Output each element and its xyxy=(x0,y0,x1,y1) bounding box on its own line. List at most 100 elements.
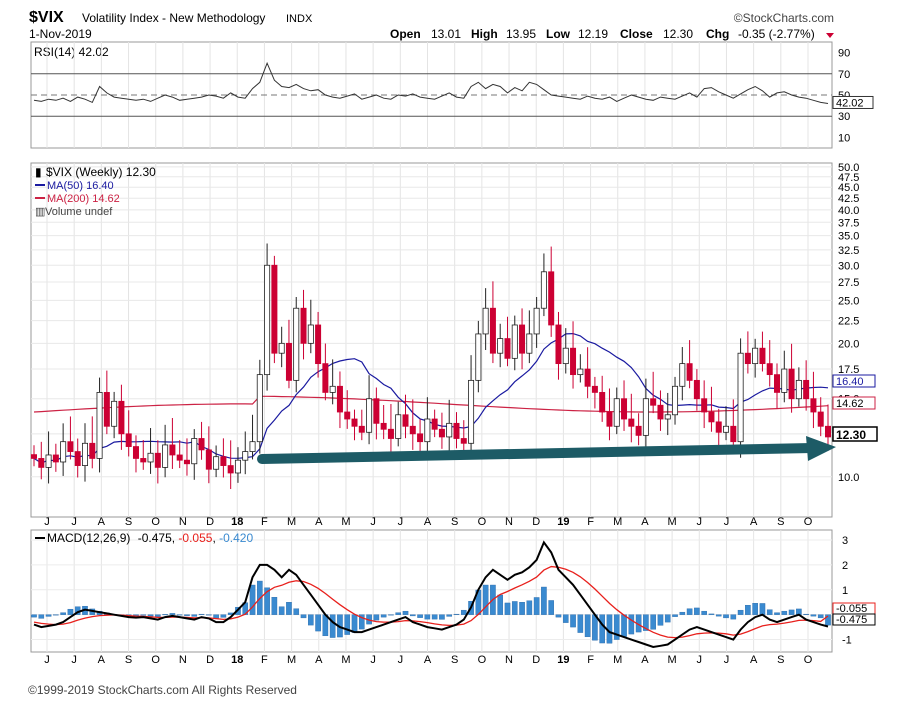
candle xyxy=(336,385,343,413)
macd-xlabel: D xyxy=(532,654,540,666)
chg-label: Chg xyxy=(706,27,729,41)
candle xyxy=(111,400,118,427)
candle xyxy=(169,444,176,456)
volume-icon: ▥ xyxy=(35,206,45,218)
macd-xlabel: M xyxy=(668,654,677,666)
macd-hist-bar xyxy=(781,610,788,615)
quote-date: 1-Nov-2019 xyxy=(29,27,92,41)
candle xyxy=(606,411,613,427)
candle xyxy=(322,363,329,393)
ma50-line xyxy=(33,332,829,464)
candle xyxy=(118,400,125,435)
price-tick-label: 22.5 xyxy=(838,316,859,328)
macd-tick-label: 2 xyxy=(842,560,848,572)
macd-hist-bar xyxy=(533,597,540,615)
price-xlabel: 18 xyxy=(231,516,243,528)
candle xyxy=(351,418,358,427)
candle xyxy=(489,307,496,354)
candle xyxy=(424,418,431,443)
macd-hist-bar xyxy=(752,603,758,615)
price-xlabel: D xyxy=(532,516,540,528)
price-xlabel: J xyxy=(398,516,404,528)
candle xyxy=(635,425,642,436)
candle xyxy=(387,428,394,439)
macd-hist-bar xyxy=(424,614,431,620)
ma200-legend-label: MA(200) 14.62 xyxy=(47,193,120,205)
candle xyxy=(60,441,67,463)
candle xyxy=(409,425,416,435)
candle xyxy=(599,392,606,413)
candle xyxy=(577,368,584,376)
price-xlabel: A xyxy=(750,516,758,528)
candle xyxy=(140,458,147,463)
candle xyxy=(650,398,657,406)
candle xyxy=(52,454,59,463)
candle xyxy=(285,342,292,381)
macd-xlabel: J xyxy=(71,654,77,666)
price-xlabel: A xyxy=(424,516,432,528)
macd-hist-bar xyxy=(686,608,693,615)
candle xyxy=(45,454,52,468)
macd-hist-bar xyxy=(169,613,176,615)
price-xlabel: D xyxy=(206,516,214,528)
price-panel: 50.047.545.042.540.037.5 35.0 32.5 30.0 27.5… xyxy=(30,162,878,528)
low-value: 12.19 xyxy=(578,27,608,41)
macd-hist-bar xyxy=(788,609,795,615)
macd-frame xyxy=(30,529,833,653)
candle xyxy=(453,422,460,439)
rsi-tick-label: 10 xyxy=(838,132,850,144)
macd-tags: -0.055 -0.475 xyxy=(832,602,876,626)
ma50-tag: 16.40 xyxy=(836,376,864,388)
candle xyxy=(584,368,591,387)
price-xlabel: M xyxy=(668,516,677,528)
macd-hist-bar xyxy=(453,613,460,615)
candle-icon: ▮ xyxy=(35,165,42,179)
candle xyxy=(511,324,518,359)
macd-hist-bar xyxy=(380,614,387,618)
price-tags: 16.40 14.62 12.30 xyxy=(832,374,878,442)
candle xyxy=(96,392,103,459)
macd-hist-bar xyxy=(482,584,489,615)
macd-hist-bar xyxy=(293,608,300,615)
signal-legend-value: -0.055 xyxy=(178,531,212,545)
hist-legend-value: -0.420 xyxy=(219,531,253,545)
macd-hist-bar xyxy=(548,600,554,615)
exchange: INDX xyxy=(286,13,313,25)
ma50-tag-box xyxy=(832,374,876,388)
candle xyxy=(715,421,722,433)
candle xyxy=(438,428,445,438)
macd-legend-text: MACD(12,26,9) -0.475, -0.055, -0.420 xyxy=(47,531,253,545)
candle xyxy=(38,458,45,468)
stockcharts-logo: ©StockCharts.com xyxy=(734,11,834,25)
price-xlabel: 19 xyxy=(557,516,569,528)
macd-legend-value: -0.475 xyxy=(138,531,172,545)
macd-xlabel: S xyxy=(125,654,132,666)
candle xyxy=(591,385,598,393)
candle xyxy=(373,398,380,424)
rsi-line xyxy=(33,61,829,104)
close-tag: 12.30 xyxy=(836,428,866,442)
macd-hist-bar xyxy=(31,614,37,618)
macd-hist-bar xyxy=(308,614,314,626)
rsi-panel: RSI(14) 42.02 9070503010 42.02 xyxy=(30,41,874,149)
macd-hist-bar xyxy=(373,614,380,621)
price-xlabel: S xyxy=(451,516,458,528)
macd-hist-bar xyxy=(570,614,576,628)
candle xyxy=(759,347,766,365)
macd-hist-bar xyxy=(155,614,161,618)
macd-hist-bar xyxy=(45,614,52,617)
candle xyxy=(468,379,475,444)
price-xlabel: S xyxy=(125,516,132,528)
macd-hist-bar xyxy=(672,614,678,617)
candle xyxy=(380,422,387,430)
macd-hist-bar xyxy=(497,594,504,615)
price-xlabel: J xyxy=(724,516,730,528)
candle xyxy=(526,333,533,354)
price-xlabel: F xyxy=(261,516,268,528)
macd-hist-bar xyxy=(213,614,219,619)
candle xyxy=(642,398,649,436)
candle xyxy=(191,438,198,465)
price-tick-label: 42.5 xyxy=(838,193,859,205)
